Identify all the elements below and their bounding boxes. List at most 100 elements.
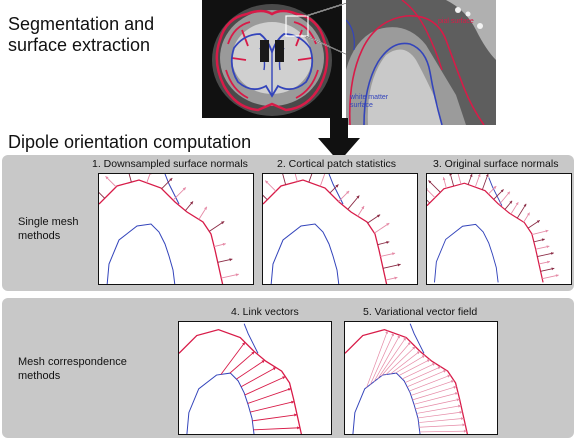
field-vector-arrow [404, 366, 441, 383]
white-matter-curve-upper [164, 174, 180, 205]
field-vector-arrow [395, 355, 426, 374]
link-vector-arrow [229, 351, 255, 374]
down-arrow-icon [318, 118, 360, 162]
zoom-connector-lines [305, 1, 351, 57]
surface-normal-arrow-head [346, 190, 350, 195]
single-mesh-label: Single mesh methods [18, 215, 79, 243]
field-vector-arrow [398, 359, 431, 376]
panel-original-normals [426, 173, 572, 285]
mesh-correspondence-label: Mesh correspondence methods [18, 355, 127, 383]
field-vector-arrow-head [462, 423, 466, 427]
surface-normal-arrow-head [541, 238, 545, 242]
surface-normal-arrow [427, 189, 436, 198]
surface-normal-arrow [516, 203, 527, 219]
surface-normal-arrow-head [105, 176, 109, 180]
white-matter-surface-label: white matter surface [350, 94, 388, 110]
mri-coronal-slice [202, 0, 342, 118]
single-mesh-label-line1: Single mesh [18, 216, 79, 228]
field-vector-arrow [366, 330, 388, 388]
field-vector-arrow-head [403, 337, 406, 341]
segmentation-title: Segmentation and surface extraction [8, 14, 154, 56]
link-vector-arrow [253, 427, 300, 431]
link-vector-arrow-head [242, 342, 245, 346]
mri-zoom-image [346, 0, 496, 125]
field-vector-arrow-head [460, 417, 464, 421]
surface-normal-arrow [498, 191, 511, 205]
surface-normal-arrow-head [493, 186, 497, 189]
link-vector-arrow [247, 388, 292, 404]
field-vector-arrow [385, 346, 416, 375]
field-vector-arrow [418, 418, 464, 423]
link-vector-arrow-head [291, 400, 295, 404]
surface-normal-arrow-head [229, 258, 233, 262]
surface-normal-arrow-head [190, 201, 194, 205]
surface-normal-arrow-head [507, 191, 510, 195]
panel-label-2: 2. Cortical patch statistics [277, 158, 397, 170]
field-vector-arrow-head [456, 398, 460, 402]
white-matter-curve-upper [328, 174, 344, 205]
panel-downsampled-normals [98, 173, 254, 285]
panel-label-5: 5. Variational vector field [363, 306, 478, 318]
surface-normal-arrow-head [204, 206, 207, 210]
field-vector-arrow-head [454, 392, 459, 396]
surface-normal-arrow [308, 174, 313, 183]
field-vector-arrow [377, 337, 407, 379]
link-vector-arrow [236, 359, 265, 380]
surface-normal-arrow [128, 174, 132, 183]
surface-normal-arrow-head [394, 276, 398, 280]
link-vector-arrow-head [287, 388, 291, 391]
link-vector-arrow [252, 414, 298, 422]
white-matter-curve-upper [488, 177, 503, 206]
field-vector-arrow-head [412, 346, 416, 350]
pial-surface-label: pial surface [438, 18, 474, 25]
mesh-correspondence-label-line2: methods [18, 370, 61, 382]
white-matter-curve [434, 223, 499, 283]
panel-variational-field [344, 321, 498, 435]
single-mesh-label-line2: methods [18, 230, 61, 242]
surface-normal-arrow [457, 174, 462, 185]
surface-normal-arrow [294, 174, 298, 182]
surface-normal-arrow-head [485, 174, 489, 177]
link-vector-arrow-head [297, 426, 300, 430]
field-vector-arrow [390, 350, 421, 375]
mesh-correspondence-label-line1: Mesh correspondence [18, 356, 127, 368]
field-vector-arrow [409, 374, 451, 392]
surface-normal-arrow-head [386, 223, 390, 226]
surface-normal-arrow-head [523, 203, 527, 207]
surface-normal-arrow-head [469, 174, 473, 177]
field-vector-arrow [373, 335, 401, 382]
link-vector-arrow [250, 401, 295, 413]
wm-label-line2: surface [350, 102, 373, 109]
downsampled-normals-figure [99, 174, 239, 284]
field-vector-arrow [370, 332, 395, 385]
segmentation-title-line1: Segmentation and [8, 14, 155, 34]
field-vector-arrow [417, 411, 463, 419]
original-normals-figure [427, 174, 559, 283]
pial-curve [427, 182, 544, 283]
field-vector-arrow [419, 424, 466, 428]
surface-normal-arrow-head [235, 273, 239, 277]
surface-normal-arrow-head [555, 274, 559, 278]
surface-normal-arrow [427, 199, 430, 204]
field-vector-arrow [419, 430, 467, 433]
mri-zoom-detail: pial surface white matter surface [346, 0, 496, 125]
field-vector-arrow [407, 369, 447, 388]
white-matter-curve [186, 372, 255, 434]
surface-normal-arrow-head [397, 263, 401, 267]
white-matter-curve-upper [409, 323, 425, 354]
surface-normal-arrow-head [500, 189, 504, 193]
surface-normal-arrow-head [376, 214, 381, 218]
field-vector-arrow [416, 405, 462, 414]
surface-normal-arrow-head [182, 187, 186, 191]
panel-label-3: 3. Original surface normals [433, 158, 559, 170]
surface-normal-arrow [282, 174, 287, 185]
surface-normal-arrow-head [515, 202, 519, 206]
field-vector-arrow-head [385, 330, 389, 334]
surface-normal-arrow-head [386, 240, 390, 244]
surface-normal-arrow-head [221, 221, 225, 225]
surface-normal-arrow [319, 174, 326, 187]
panel-cortical-patch [262, 173, 418, 285]
surface-normal-arrow [221, 273, 239, 279]
cortical-patch-figure [263, 174, 401, 284]
wm-label-line1: white matter [350, 94, 389, 101]
